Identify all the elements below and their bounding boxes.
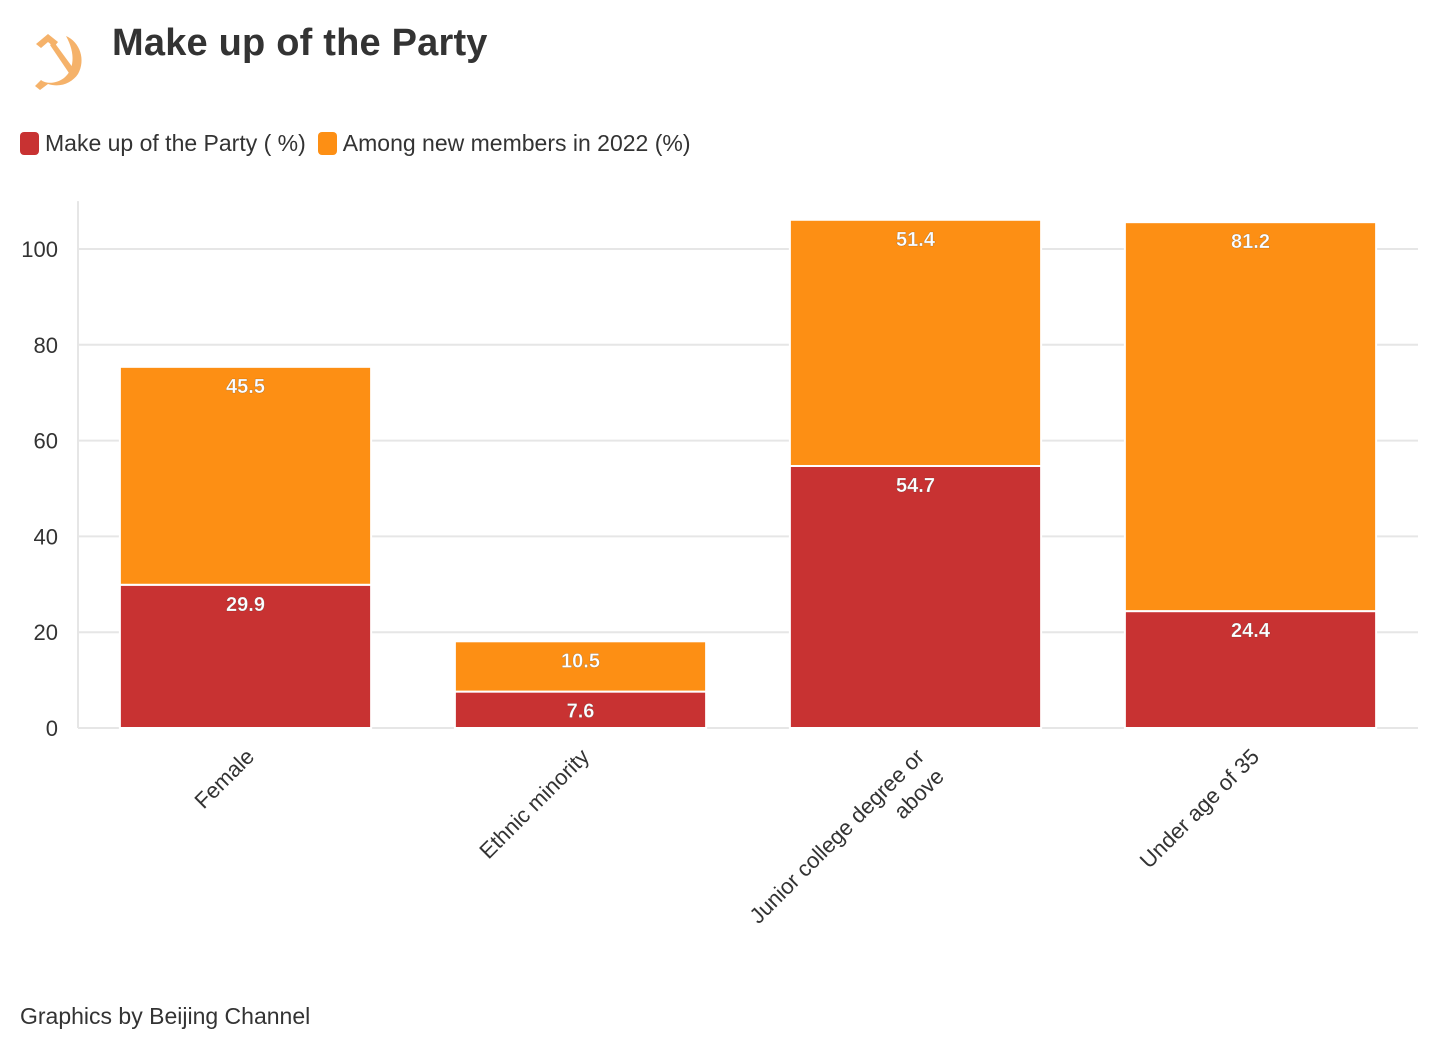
data-label-new-members: 10.5 bbox=[561, 650, 600, 672]
legend-swatch-party bbox=[20, 132, 39, 155]
bar-party bbox=[788, 464, 1043, 729]
footer-credit: Graphics by Beijing Channel bbox=[20, 1003, 311, 1029]
page-title: Make up of the Party bbox=[112, 22, 488, 64]
legend-label-party: Make up of the Party ( %) bbox=[45, 130, 306, 156]
y-tick-label: 100 bbox=[21, 237, 58, 262]
y-tick-label: 20 bbox=[34, 620, 58, 645]
data-label-party: 54.7 bbox=[896, 475, 935, 497]
bar-new-members bbox=[118, 365, 373, 586]
x-tick-label-line: Ethnic minority bbox=[474, 744, 594, 864]
stacked-bar-chart: 0 20 40 60 80 100 29.9 45.5 Female 7.6 10.5 Ethnic … bbox=[21, 201, 1418, 929]
legend-swatch-new-members bbox=[317, 132, 337, 155]
legend-item-party[interactable]: Make up of the Party ( %) bbox=[20, 130, 306, 157]
data-label-party: 24.4 bbox=[1231, 620, 1271, 642]
x-tick-label-line: Female bbox=[189, 744, 259, 814]
data-label-new-members: 81.2 bbox=[1231, 231, 1270, 253]
hammer-and-sickle-icon bbox=[35, 34, 82, 90]
x-tick-label: Ethnic minority bbox=[474, 744, 594, 864]
y-tick-label: 0 bbox=[46, 716, 58, 741]
x-tick-label-line: Under age of 35 bbox=[1135, 744, 1264, 873]
x-tick-label: Female bbox=[189, 744, 259, 814]
bar-new-members bbox=[453, 640, 708, 693]
bar-party bbox=[1123, 610, 1378, 729]
chart-legend: Make up of the Party ( %) Among new memb… bbox=[20, 130, 703, 157]
bar-party bbox=[118, 583, 373, 729]
data-label-party: 29.9 bbox=[226, 594, 265, 616]
bar-new-members bbox=[788, 218, 1043, 467]
y-tick-label: 80 bbox=[34, 333, 58, 358]
data-label-party: 7.6 bbox=[567, 701, 595, 723]
y-tick-label: 40 bbox=[34, 524, 58, 549]
data-label-new-members: 45.5 bbox=[226, 376, 265, 398]
legend-label-new-members: Among new members in 2022 (%) bbox=[342, 130, 691, 156]
bar-party bbox=[453, 690, 708, 730]
x-tick-label: Under age of 35 bbox=[1135, 744, 1264, 873]
y-tick-label: 60 bbox=[34, 429, 58, 454]
bar-new-members bbox=[1123, 221, 1378, 613]
legend-item-new-members[interactable]: Among new members in 2022 (%) bbox=[317, 130, 691, 157]
data-label-new-members: 51.4 bbox=[896, 229, 936, 251]
x-tick-label-line: Junior college degree or bbox=[744, 744, 929, 929]
